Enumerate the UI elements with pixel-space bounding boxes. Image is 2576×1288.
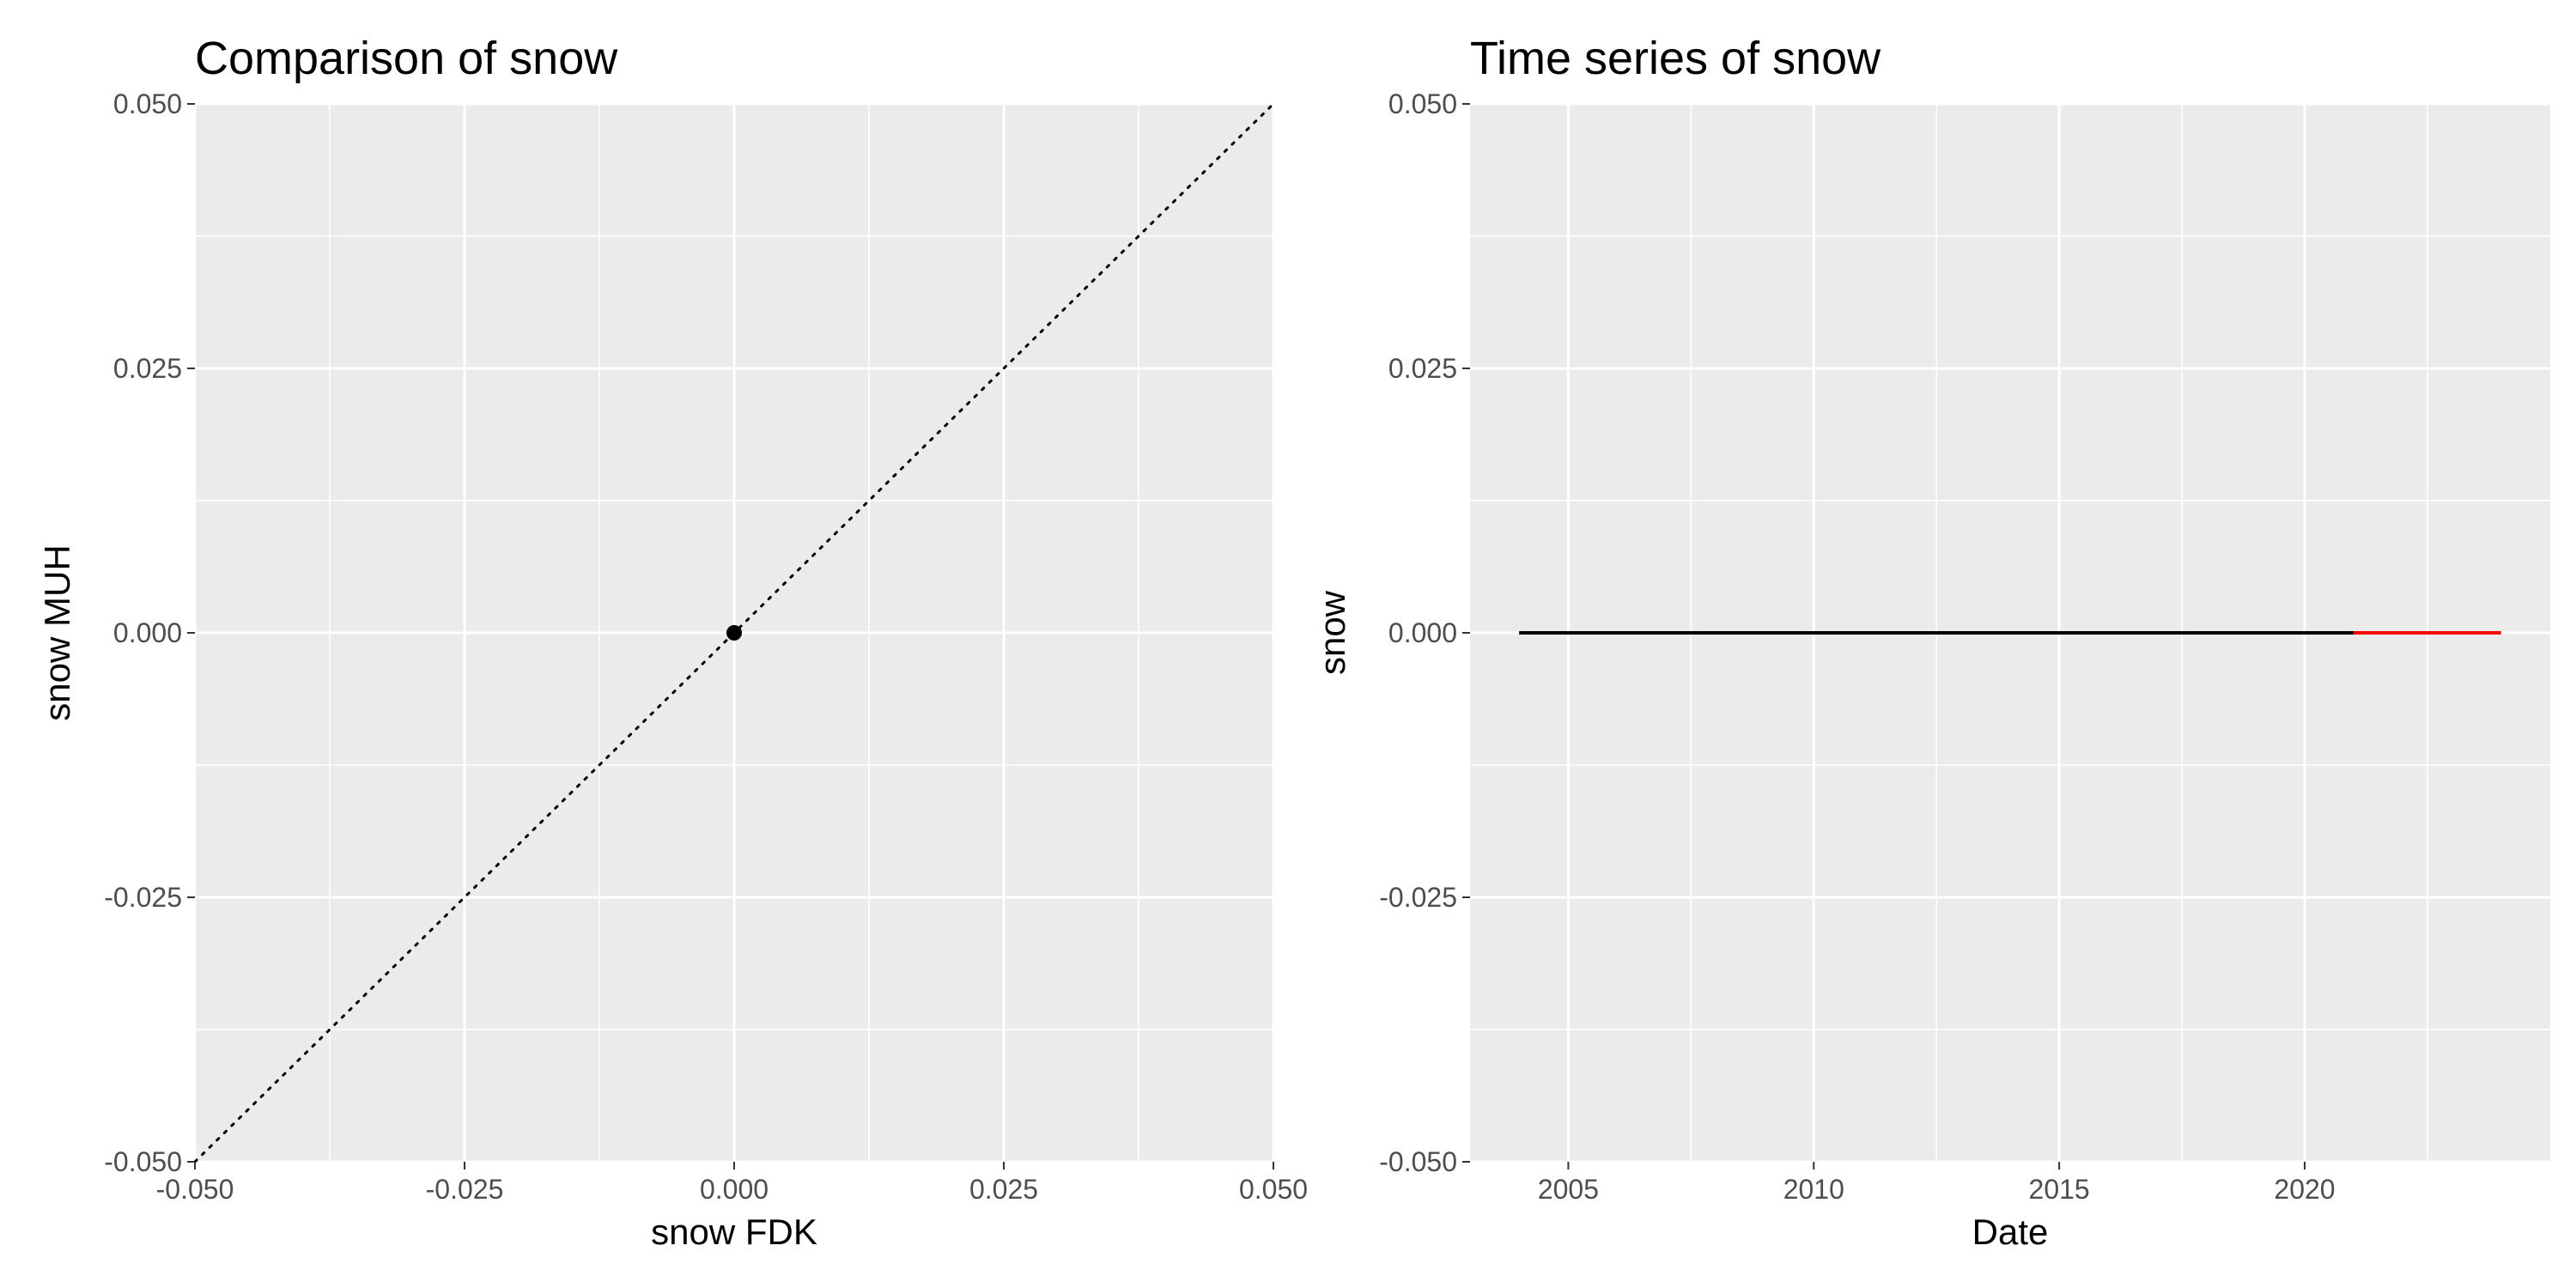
comparison-plot: Comparison of snow -0.050 -0.025 0.000 0.02… xyxy=(37,33,1308,1252)
time-series-plot-y-tick-label: 0.000 xyxy=(1388,617,1457,648)
time-series-plot-x-tick-label: 2020 xyxy=(2274,1174,2335,1205)
comparison-plot-y-tick-label: 0.025 xyxy=(113,353,182,384)
comparison-plot-x-tick-label: -0.050 xyxy=(156,1174,234,1205)
time-series-plot-x-tick-label: 2005 xyxy=(1538,1174,1599,1205)
comparison-plot-x-tick-label: -0.025 xyxy=(426,1174,504,1205)
comparison-plot-title: Comparison of snow xyxy=(195,33,618,84)
comparison-plot-x-tick-label: 0.050 xyxy=(1239,1174,1308,1205)
time-series-plot-y-tick-label: -0.050 xyxy=(1379,1146,1457,1177)
comparison-plot-x-tick-label: 0.025 xyxy=(969,1174,1038,1205)
time-series-plot-y-tick-label: -0.025 xyxy=(1379,882,1457,913)
comparison-plot-point xyxy=(726,625,742,641)
comparison-plot-y-tick-label: -0.050 xyxy=(104,1146,182,1177)
time-series-plot-ticks: 2005 2010 2015 2020 -0.050 -0.025 0.000 0.025 0.… xyxy=(1379,88,2335,1205)
time-series-plot-y-tick-label: 0.050 xyxy=(1388,88,1457,119)
comparison-plot-y-axis-title: snow MUH xyxy=(37,544,77,720)
time-series-plot: Time series of snow 2005 2010 2015 2020 -0.0… xyxy=(1312,33,2550,1252)
comparison-plot-y-tick-label: 0.000 xyxy=(113,617,182,648)
time-series-plot-y-tick-label: 0.025 xyxy=(1388,353,1457,384)
comparison-plot-y-tick-label: 0.050 xyxy=(113,88,182,119)
comparison-plot-x-tick-label: 0.000 xyxy=(700,1174,769,1205)
comparison-plot-ticks: -0.050 -0.025 0.000 0.025 0.050 -0.050 -0.025 0… xyxy=(104,88,1308,1205)
time-series-plot-title: Time series of snow xyxy=(1470,33,1881,84)
time-series-plot-x-axis-title: Date xyxy=(1972,1212,2049,1252)
time-series-plot-x-tick-label: 2015 xyxy=(2029,1174,2090,1205)
comparison-plot-marks xyxy=(193,102,1275,1163)
time-series-plot-y-axis-title: snow xyxy=(1312,590,1352,675)
comparison-plot-y-tick-label: -0.025 xyxy=(104,882,182,913)
comparison-plot-x-axis-title: snow FDK xyxy=(651,1212,817,1252)
time-series-plot-x-tick-label: 2010 xyxy=(1783,1174,1844,1205)
